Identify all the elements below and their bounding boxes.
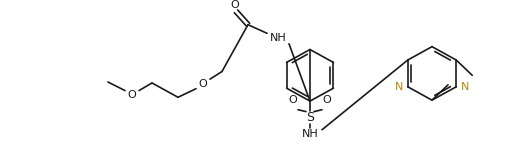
Text: N: N: [461, 82, 469, 92]
Text: N: N: [394, 82, 403, 92]
Text: O: O: [289, 95, 297, 105]
Text: NH: NH: [301, 129, 318, 139]
Text: O: O: [230, 0, 239, 10]
Text: O: O: [322, 95, 331, 105]
Text: S: S: [306, 111, 314, 124]
Text: O: O: [128, 90, 136, 100]
Text: O: O: [199, 79, 207, 89]
Text: NH: NH: [270, 33, 286, 43]
